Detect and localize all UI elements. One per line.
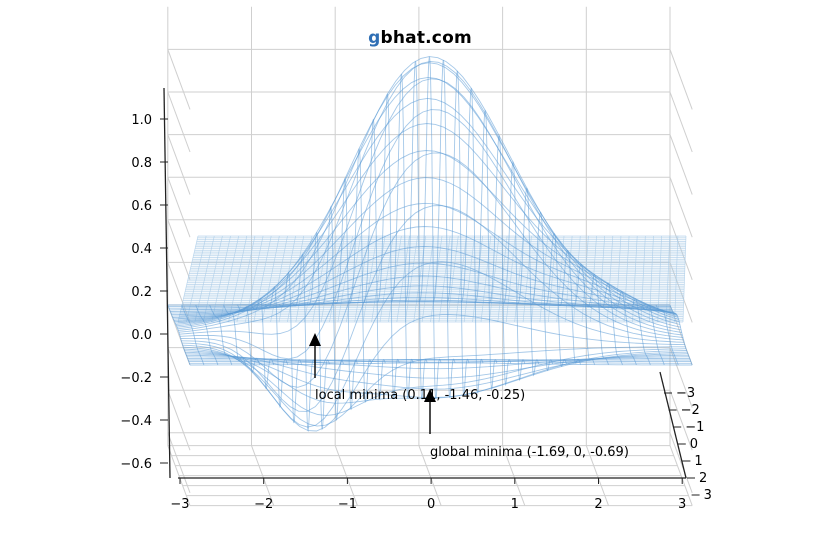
plane-line — [438, 235, 451, 323]
grid-line — [669, 91, 693, 153]
plane-line — [514, 235, 524, 323]
grid-line — [167, 390, 191, 451]
z-tick-label: 0.0 — [131, 328, 152, 343]
mesh-line — [627, 298, 651, 366]
plane-line — [329, 235, 345, 323]
z-tick-label: 1.0 — [131, 113, 152, 128]
y-tick-label: 1 — [694, 454, 702, 469]
plane-line — [480, 235, 492, 323]
y-tick-label: −2 — [681, 403, 700, 418]
plane-line — [463, 235, 475, 323]
x-tick-label: 1 — [511, 497, 519, 512]
plane-line — [674, 235, 679, 323]
y-tick-label: 0 — [690, 437, 698, 452]
axes — [160, 87, 700, 496]
grid-line — [167, 445, 191, 506]
z-axis-line — [163, 87, 171, 479]
grid-line — [585, 445, 609, 506]
plane-line — [505, 235, 516, 323]
plane-line — [564, 235, 573, 323]
plane-line — [421, 235, 435, 323]
mesh-line — [189, 360, 692, 364]
grid-line — [669, 390, 693, 451]
grid-line — [669, 49, 693, 110]
x-tick-label: −3 — [170, 497, 189, 512]
y-tick-label: −3 — [676, 386, 695, 401]
plane-line — [446, 235, 459, 323]
grid-line — [418, 445, 442, 506]
z-tick-label: 0.6 — [131, 199, 152, 214]
mesh-line — [641, 304, 665, 366]
plane-line — [186, 235, 207, 323]
z-tick-label: −0.2 — [120, 371, 152, 386]
x-tick-label: 0 — [427, 497, 435, 512]
grid-line — [167, 177, 191, 238]
grid-line — [669, 432, 693, 493]
mesh-line — [188, 358, 691, 363]
grid-line — [669, 134, 693, 195]
global-minima-arrow-head — [424, 389, 436, 402]
grid-line — [669, 347, 693, 408]
mesh-line — [599, 282, 623, 365]
z-tick-label: 0.4 — [131, 242, 152, 257]
mesh-line — [190, 362, 693, 366]
grid-line — [167, 134, 191, 195]
tick-labels: −3 −2 −1 0 1 2 3−0.6−0.4−0.20.00.20.40.60.81.0… — [120, 113, 711, 512]
grid-line — [669, 262, 693, 323]
y-tick-label: 3 — [704, 488, 712, 503]
grid-line — [167, 49, 191, 110]
plane-line — [362, 235, 378, 323]
mesh-line — [613, 290, 637, 366]
plane-line — [472, 235, 484, 323]
local-minima-label: local minima (0.11, -1.46, -0.25) — [315, 388, 525, 403]
plane-line — [371, 235, 386, 323]
y-tick-label: 2 — [699, 471, 707, 486]
plane-line — [337, 235, 353, 323]
plane-line — [547, 235, 557, 323]
grid-line — [334, 445, 358, 506]
mesh-line — [187, 357, 690, 363]
plane-line — [682, 235, 687, 323]
grid-line — [167, 347, 191, 408]
local-minima-arrow-head — [309, 333, 321, 346]
y-tick-label: −1 — [685, 420, 704, 435]
x-tick-label: −1 — [338, 497, 357, 512]
mesh-line — [669, 304, 693, 366]
z-tick-label: 0.8 — [131, 156, 152, 171]
annotations: local minima (0.11, -1.46, -0.25) global … — [309, 333, 629, 460]
grid-line — [167, 432, 191, 493]
mesh-line — [655, 304, 679, 366]
grid-line — [669, 219, 693, 280]
grid-line — [167, 91, 191, 153]
x-tick-label: 2 — [594, 497, 602, 512]
plane-line — [404, 235, 418, 323]
y-axis-line — [659, 371, 687, 479]
grid-line — [502, 445, 526, 506]
x-tick-label: 3 — [678, 497, 686, 512]
grid-line — [669, 445, 693, 506]
watermark-first-letter: g — [368, 28, 381, 48]
z-tick-label: 0.2 — [131, 285, 152, 300]
grid-line — [669, 177, 693, 238]
grid-line — [167, 219, 191, 280]
plane-line — [320, 235, 337, 323]
x-tick-label: −2 — [254, 497, 273, 512]
plane-line — [573, 235, 581, 323]
global-minima-label: global minima (-1.69, 0, -0.69) — [430, 445, 629, 460]
grid-line — [251, 445, 275, 506]
plane-line — [177, 235, 199, 323]
z-tick-label: −0.6 — [120, 457, 152, 472]
z-tick-label: −0.4 — [120, 414, 152, 429]
plane-line — [396, 235, 410, 323]
watermark-logo: gbhat.com — [0, 28, 840, 48]
surface-mesh — [167, 56, 693, 433]
watermark-rest: bhat.com — [380, 28, 472, 48]
